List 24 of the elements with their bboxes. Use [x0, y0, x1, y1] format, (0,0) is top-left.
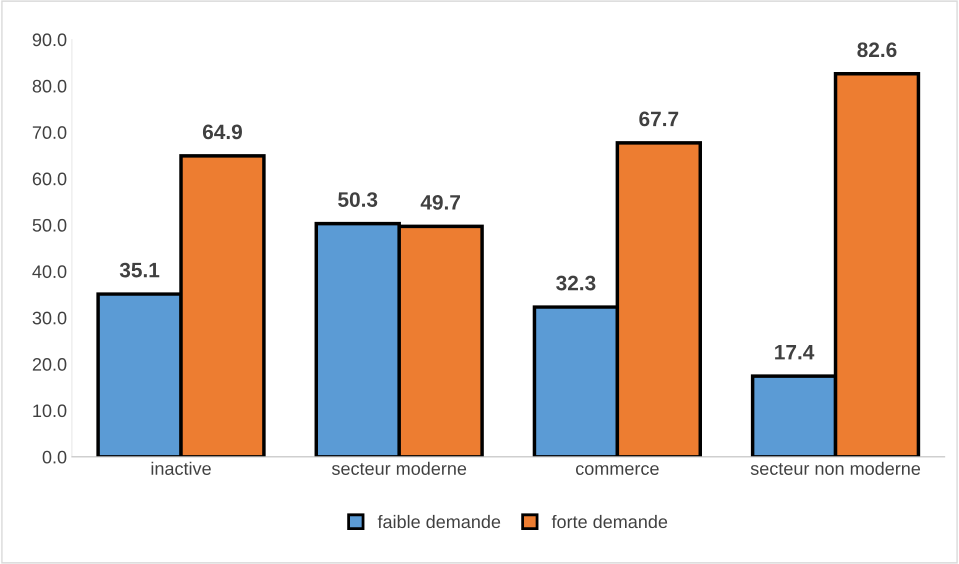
y-tick-label: 30.0: [32, 312, 66, 324]
x-tick-label: secteur non moderne: [750, 462, 920, 475]
data-label: 64.9: [202, 124, 242, 140]
data-label: 32.3: [556, 276, 596, 290]
x-tick-label: secteur moderne: [332, 462, 466, 475]
y-tick-label: 90.0: [32, 33, 66, 46]
x-tick-label: commerce: [576, 465, 659, 475]
y-tick-label: 70.0: [32, 126, 66, 139]
legend-label: faible demande: [378, 514, 500, 528]
legend-label: forte demande: [552, 514, 668, 528]
data-label: 35.1: [120, 262, 160, 278]
data-label: 67.7: [639, 112, 678, 126]
data-label: 49.7: [420, 194, 460, 210]
y-tick-label: 10.0: [33, 404, 66, 418]
y-tick-label: 50.0: [32, 218, 66, 232]
y-tick-label: 60.0: [32, 172, 66, 186]
data-label: 50.3: [338, 192, 378, 207]
data-label: 82.6: [857, 42, 897, 58]
x-tick-label: inactive: [152, 462, 211, 475]
data-label: 17.4: [775, 344, 814, 360]
y-tick-label: 20.0: [32, 358, 66, 371]
y-tick-label: 80.0: [32, 80, 66, 93]
y-tick-label: 40.0: [32, 265, 66, 278]
y-tick-label: 0.0: [42, 450, 66, 464]
